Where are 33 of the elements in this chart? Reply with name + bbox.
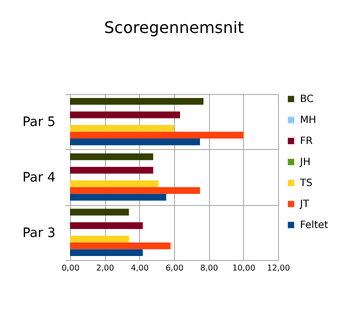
bar	[70, 187, 200, 194]
bar	[70, 132, 244, 139]
x-tick-label: 12,00	[267, 264, 290, 272]
x-tick-label: 8,00	[200, 264, 218, 272]
bar	[70, 112, 180, 118]
bar	[70, 138, 200, 146]
y-tick-label: Par 5	[22, 115, 56, 130]
bar	[70, 180, 158, 188]
bar	[70, 222, 143, 229]
bar	[70, 249, 143, 256]
legend-label: BC	[300, 94, 314, 105]
legend-label: MH	[300, 115, 316, 126]
bar	[70, 125, 174, 132]
bar	[70, 98, 204, 105]
bar	[70, 153, 154, 160]
legend-label: FR	[300, 136, 313, 147]
legend-label: JT	[299, 199, 310, 210]
legend-label: JH	[299, 157, 310, 168]
x-tick-label: 10,00	[232, 264, 256, 272]
x-tick-label: 4,00	[130, 264, 149, 272]
bar	[70, 242, 171, 250]
y-tick-label: Par 3	[22, 226, 56, 241]
bar	[70, 236, 129, 242]
bar	[70, 194, 166, 201]
x-tick-label: 0,00	[62, 264, 80, 272]
bar	[70, 166, 154, 174]
legend-label: TS	[299, 178, 312, 189]
legend-label: Feltet	[300, 220, 328, 231]
y-tick-label: Par 4	[22, 170, 56, 186]
bar	[70, 208, 129, 216]
chart-title: Scoregennemsnit	[104, 18, 244, 37]
x-tick-label: 2,00	[96, 264, 114, 272]
x-tick-label: 6,00	[166, 264, 184, 272]
